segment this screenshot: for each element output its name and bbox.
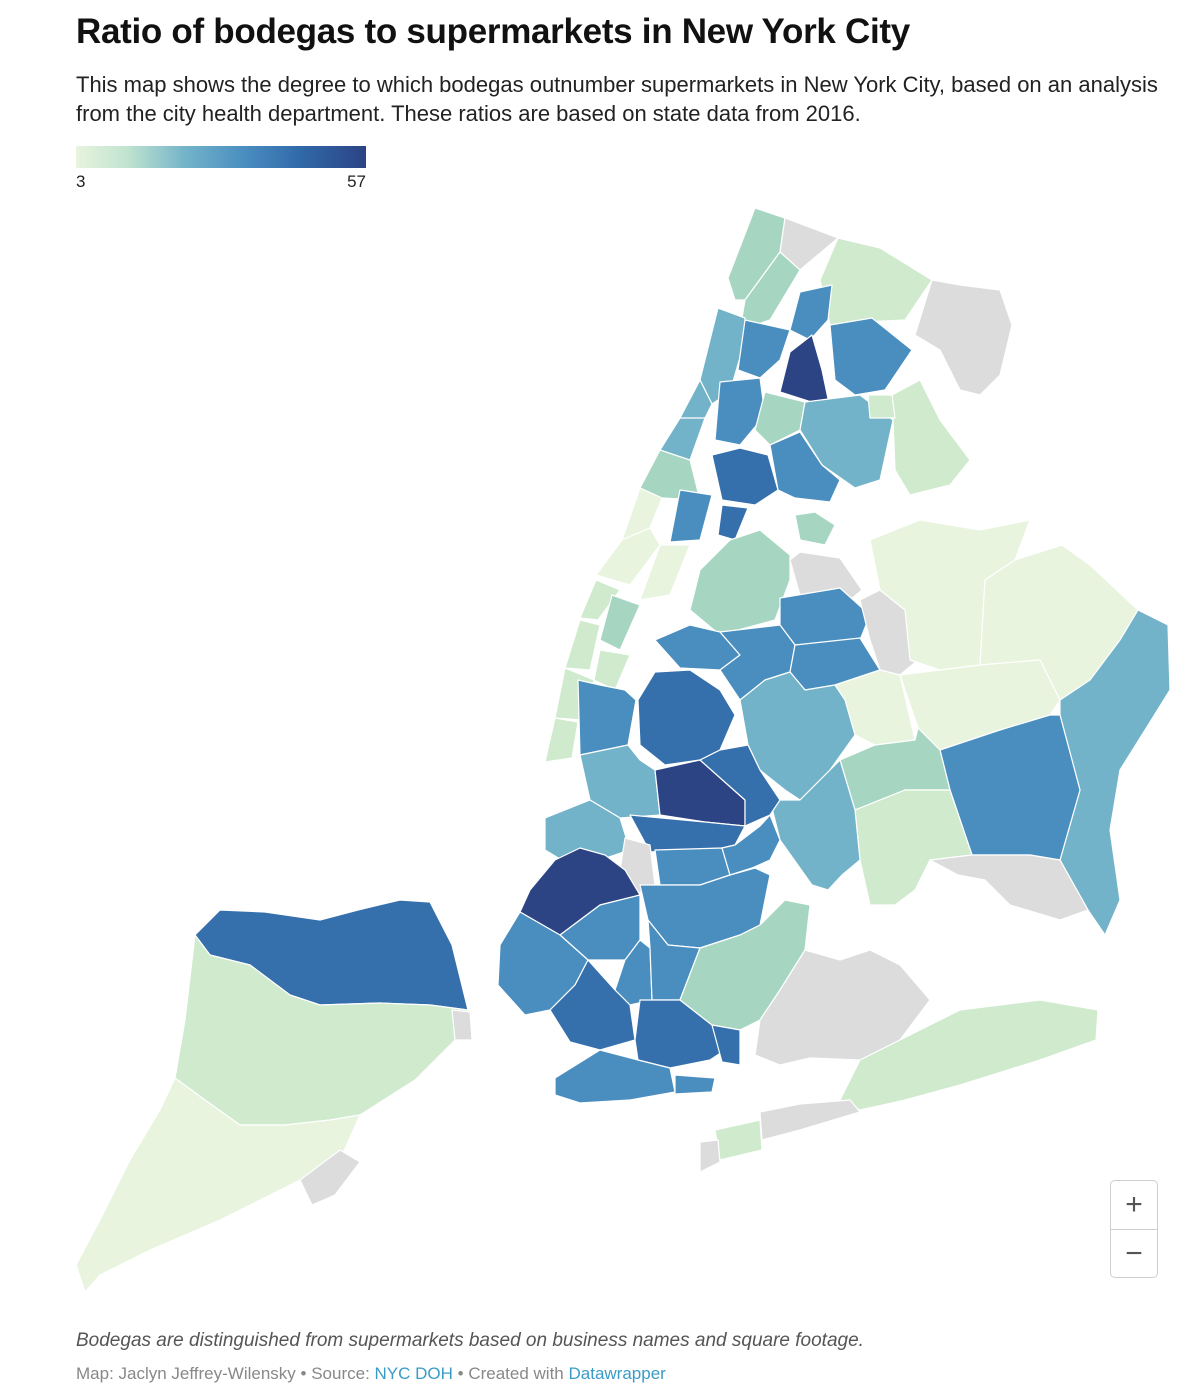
datawrapper-link[interactable]: Datawrapper <box>568 1364 666 1383</box>
map-region[interactable] <box>769 759 861 891</box>
map-region[interactable] <box>593 649 631 691</box>
map-region[interactable] <box>714 1119 763 1161</box>
map-region[interactable] <box>577 679 637 756</box>
zoom-controls: + − <box>1110 1180 1158 1278</box>
byline-middle: • Created with <box>452 1364 569 1383</box>
map-region[interactable] <box>714 377 766 446</box>
legend-labels: 3 57 <box>76 168 366 191</box>
map-region[interactable] <box>595 527 661 586</box>
zoom-in-button[interactable]: + <box>1111 1181 1157 1230</box>
map-region[interactable] <box>699 744 781 827</box>
map-region[interactable] <box>299 1149 361 1206</box>
map-region[interactable] <box>717 504 749 541</box>
map-region[interactable] <box>599 594 641 651</box>
map-region[interactable] <box>564 619 601 671</box>
map-region[interactable] <box>754 391 806 446</box>
map-region[interactable] <box>544 717 579 763</box>
map-region[interactable] <box>819 237 933 326</box>
map-region[interactable] <box>829 317 913 396</box>
map-region[interactable] <box>737 319 791 379</box>
color-legend: 3 57 <box>76 146 366 191</box>
map-region[interactable] <box>891 379 971 496</box>
map-subtitle: This map shows the degree to which bodeg… <box>76 72 1158 126</box>
map-region[interactable] <box>639 544 691 601</box>
legend-gradient-bar <box>76 146 366 168</box>
map-region[interactable] <box>929 854 1089 921</box>
map-region[interactable] <box>839 999 1099 1111</box>
map-title: Ratio of bodegas to supermarkets in New … <box>76 12 910 51</box>
map-region[interactable] <box>75 1077 361 1293</box>
byline-prefix: Map: Jaclyn Jeffrey-Wilensky • Source: <box>76 1364 375 1383</box>
map-region[interactable] <box>674 1074 716 1095</box>
byline: Map: Jaclyn Jeffrey-Wilensky • Source: N… <box>76 1364 666 1384</box>
map-region[interactable] <box>689 529 791 636</box>
map-region[interactable] <box>794 511 836 546</box>
map-region[interactable] <box>451 1009 473 1041</box>
map-region[interactable] <box>711 1024 741 1066</box>
map-region[interactable] <box>789 284 833 341</box>
map-region[interactable] <box>699 1139 721 1173</box>
map-region[interactable] <box>867 394 896 419</box>
map-notes: Bodegas are distinguished from supermark… <box>76 1330 864 1351</box>
map-region[interactable] <box>779 587 871 646</box>
map-region[interactable] <box>579 579 621 621</box>
map-region[interactable] <box>759 1099 861 1141</box>
zoom-out-button[interactable]: − <box>1125 1237 1143 1270</box>
map-region[interactable] <box>769 431 841 503</box>
legend-min-label: 3 <box>76 172 86 191</box>
choropleth-map[interactable] <box>0 0 1200 1330</box>
map-region[interactable] <box>914 279 1013 396</box>
map-region[interactable] <box>754 949 931 1066</box>
map-region[interactable] <box>669 489 713 543</box>
legend-max-label: 57 <box>347 172 366 191</box>
map-region[interactable] <box>544 799 631 863</box>
map-region[interactable] <box>854 789 973 906</box>
map-region[interactable] <box>711 447 779 506</box>
source-link[interactable]: NYC DOH <box>374 1364 453 1383</box>
